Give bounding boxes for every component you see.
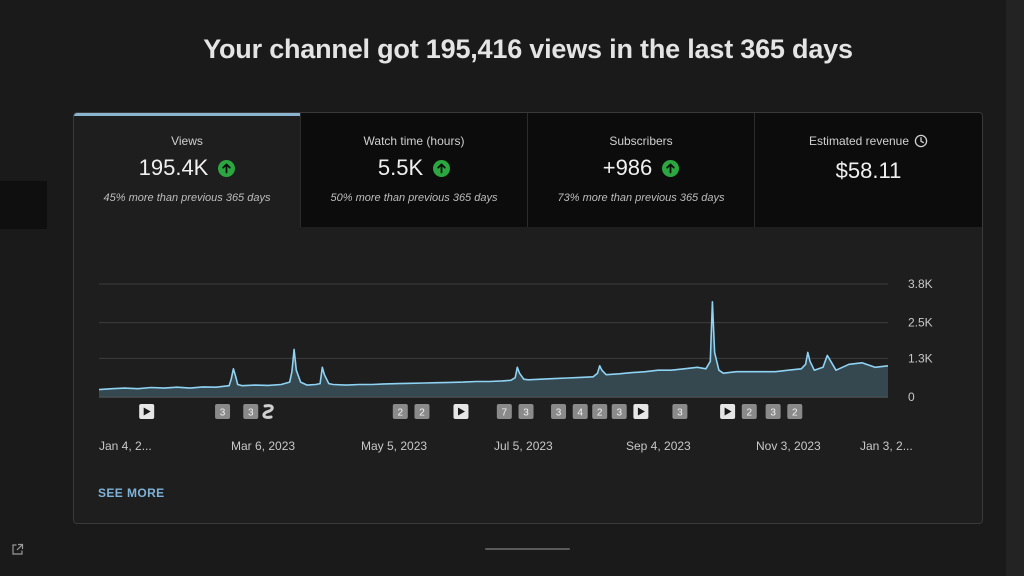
play-icon [637,407,645,416]
metric-value: +986 [602,155,653,180]
y-tick-label: 3.8K [908,277,933,291]
upload-count-label: 3 [616,408,622,419]
window-edge [1006,0,1024,576]
upload-count-marker [496,404,512,419]
series-line [98,301,889,391]
metric-tab-views[interactable]: Views 195.4K 45% more than previous 365 … [74,113,301,227]
x-tick-label: Mar 6, 2023 [231,439,295,453]
metric-label: Views [171,134,203,148]
metric-value: 195.4K [138,155,209,180]
upload-count-marker [672,404,688,419]
open-external-icon[interactable] [11,543,24,561]
upload-count-marker [741,404,757,419]
play-icon [724,407,732,416]
metric-label-text: Estimated revenue [808,134,910,148]
play-icon [457,407,465,416]
analytics-card: 3.8K 2.5K 1.3K 0 3 3 2 2 7 3 3 4 2 3 3 2 3 2 Jan 4, 2... Ma… [73,112,983,524]
upload-count-label: 3 [248,408,254,419]
clock-icon [914,134,928,151]
upload-count-marker [518,404,534,419]
views-chart: 3.8K 2.5K 1.3K 0 3 3 2 2 7 3 3 4 2 3 3 2 3 2 Jan 4, 2... Ma… [98,277,933,453]
upload-count-marker [414,404,430,419]
y-tick-label: 2.5K [908,316,933,330]
metric-tab-subscribers[interactable]: Subscribers +986 73% more than previous … [528,113,755,227]
upload-count-label: 2 [746,408,752,419]
metric-value: 5.5K [377,155,424,180]
upload-count-label: 2 [398,408,404,419]
x-tick-label: Jan 3, 2... [860,439,913,453]
y-tick-label: 0 [908,390,915,404]
upload-count-marker [392,404,408,419]
metric-tab-revenue[interactable]: Estimated revenue $58.11 [755,113,982,227]
upload-count-label: 3 [556,408,562,419]
upload-count-marker [551,404,567,419]
upload-count-label: 7 [502,408,508,419]
x-tick-label: Jan 4, 2... [99,439,152,453]
upload-count-label: 3 [677,408,683,419]
upload-count-marker [572,404,588,419]
upload-count-marker [787,404,803,419]
upload-count-label: 3 [220,408,226,419]
metric-label: Subscribers [609,134,673,148]
metric-comparison: 73% more than previous 365 days [557,192,725,204]
x-tick-label: Nov 3, 2023 [756,439,821,453]
metric-tabs: Views 195.4K 45% more than previous 365 … [74,113,982,227]
upload-count-label: 3 [770,408,776,419]
x-tick-label: May 5, 2023 [361,439,427,453]
upload-count-label: 4 [577,408,583,419]
x-tick-label: Jul 5, 2023 [494,439,553,453]
upload-count-label: 2 [419,408,425,419]
upload-count-label: 3 [523,408,529,419]
metric-value: $58.11 [835,158,902,183]
upload-count-label: 2 [597,408,603,419]
see-more-link[interactable]: SEE MORE [98,486,165,500]
page-headline: Your channel got 195,416 views in the la… [203,34,853,64]
upload-count-label: 2 [792,408,798,419]
upload-count-marker [215,404,231,419]
trend-up-icon [218,159,236,177]
metric-tab-watch-time[interactable]: Watch time (hours) 5.5K 50% more than pr… [301,113,528,227]
upload-count-marker [592,404,608,419]
y-tick-label: 1.3K [908,351,933,365]
play-icon [143,407,151,416]
series-area [99,301,888,397]
metric-comparison: 45% more than previous 365 days [103,192,271,204]
metric-label: Watch time (hours) [363,134,465,148]
metric-label: Estimated revenue [755,134,982,151]
upload-count-marker [611,404,627,419]
trend-up-icon [662,159,680,177]
x-tick-label: Sep 4, 2023 [626,439,691,453]
trend-up-icon [433,159,451,177]
side-panel-tab[interactable] [0,181,47,229]
home-indicator [485,548,570,550]
upload-count-marker [765,404,781,419]
shorts-icon [262,404,274,419]
metric-comparison: 50% more than previous 365 days [330,192,498,204]
upload-count-marker [243,404,259,419]
